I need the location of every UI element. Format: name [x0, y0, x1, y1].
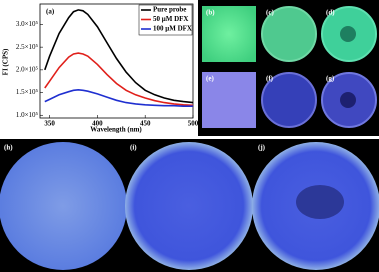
photo-label: (d) [326, 9, 335, 17]
line-series [44, 88, 193, 107]
legend-label: 50 μM DFX [153, 15, 188, 23]
photo-label: (e) [206, 75, 214, 83]
plot-frame [39, 3, 194, 119]
y-tick-label: 2.0×10⁵ [16, 65, 39, 73]
y-axis-label: FI (CPS) [2, 48, 10, 75]
photo [261, 6, 317, 62]
photo [125, 142, 253, 270]
y-tick-label: 1.5×10⁵ [16, 88, 39, 96]
x-axis-label: Wavelength (nm) [90, 126, 142, 134]
photo-spot [296, 185, 344, 219]
x-tick-label: 400 [92, 120, 103, 128]
y-tick-label: 2.5×10⁵ [16, 43, 39, 51]
photo [0, 142, 127, 270]
line-series [44, 9, 194, 104]
y-tick-label: 3.0×10⁵ [16, 20, 39, 28]
x-tick-label: 450 [140, 120, 151, 128]
line-series [44, 52, 194, 107]
y-tick-label: 1.0×10⁵ [16, 111, 39, 119]
photo-label: (c) [266, 9, 274, 17]
legend-label: Pure probe [153, 6, 186, 14]
photo-label: (h) [4, 144, 13, 152]
photo-spot [340, 92, 356, 108]
photo [202, 6, 256, 62]
photo-label: (j) [258, 144, 266, 152]
photo-label: (i) [130, 144, 137, 152]
photo-label: (b) [206, 9, 215, 17]
x-tick-label: 350 [44, 120, 55, 128]
photo-spot [340, 26, 356, 42]
photo [261, 72, 317, 128]
photo-label: (f) [266, 75, 274, 83]
photo-label: (g) [326, 75, 335, 83]
photo [202, 72, 256, 128]
legend-label: 100 μM DFX [153, 25, 192, 33]
x-tick-label: 500 [188, 120, 199, 128]
panel-label: (a) [46, 8, 55, 16]
